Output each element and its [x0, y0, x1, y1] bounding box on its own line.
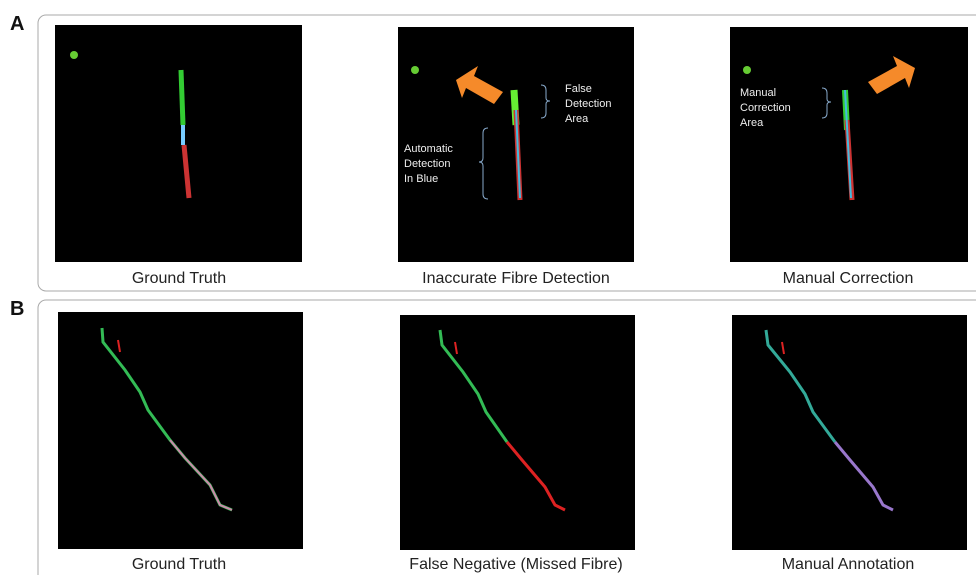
micrograph	[58, 312, 303, 549]
annotation: Detection	[404, 158, 450, 170]
caption: Manual Correction	[783, 270, 914, 287]
figure: A B Ground Truth Inaccurate Fibre Detect…	[0, 0, 976, 575]
panel-label: B	[10, 298, 24, 320]
caption: Inaccurate Fibre Detection	[422, 270, 610, 287]
annotation: False	[565, 83, 592, 95]
annotation: In Blue	[404, 173, 438, 185]
annotation: Detection	[565, 98, 611, 110]
fibre	[181, 70, 183, 125]
micrograph	[55, 25, 302, 262]
spot	[743, 66, 751, 74]
spot	[411, 66, 419, 74]
spot	[70, 51, 78, 59]
panel-label: A	[10, 13, 24, 35]
micrograph	[400, 315, 635, 550]
annotation: Correction	[740, 102, 791, 114]
caption: Ground Truth	[132, 270, 226, 287]
annotation: Automatic	[404, 143, 453, 155]
micrograph	[732, 315, 967, 550]
caption: Manual Annotation	[782, 556, 915, 573]
annotation: Area	[565, 113, 589, 125]
annotation: Area	[740, 117, 764, 129]
annotation: Manual	[740, 87, 776, 99]
caption: False Negative (Missed Fibre)	[409, 556, 622, 573]
caption: Ground Truth	[132, 556, 226, 573]
